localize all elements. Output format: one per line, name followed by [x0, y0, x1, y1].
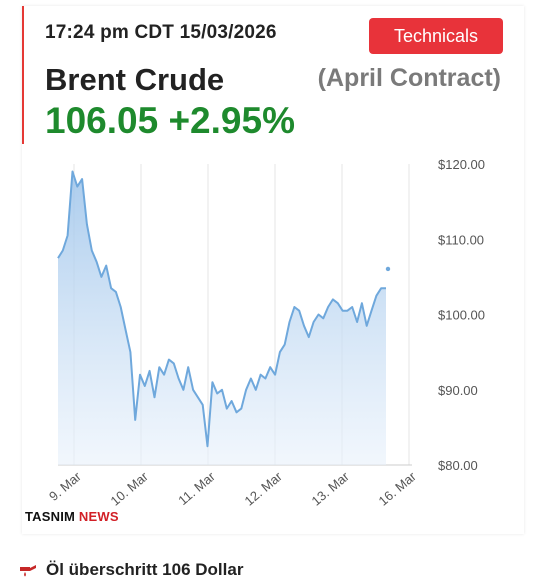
price-line: [57, 170, 386, 448]
headline-text: Öl überschritt 106 Dollar: [46, 560, 244, 579]
x-tick-label: 9. Mar: [46, 468, 84, 504]
last-price-marker: [385, 266, 391, 272]
x-tick-label: 10. Mar: [108, 468, 152, 508]
y-tick-label: $80.00: [438, 458, 478, 473]
y-tick-label: $120.00: [438, 157, 485, 172]
headline-row: Öl überschritt 106 Dollar: [18, 560, 243, 580]
logo-part-tasnim: TASNIM: [25, 509, 76, 524]
technicals-button[interactable]: Technicals: [369, 18, 503, 54]
y-tick-label: $100.00: [438, 308, 485, 323]
card-accent-edge: [22, 6, 24, 144]
contract-label: (April Contract): [317, 64, 501, 92]
y-tick-label: $90.00: [438, 383, 478, 398]
x-tick-label: 16. Mar: [376, 468, 420, 508]
timestamp: 17:24 pm CDT 15/03/2026: [45, 22, 277, 43]
price-change: +2.95%: [168, 100, 295, 141]
x-tick-label: 11. Mar: [175, 468, 218, 508]
price-area: [58, 171, 386, 465]
logo-part-news: NEWS: [78, 509, 119, 524]
tasnim-news-logo: TASNIM NEWS: [25, 509, 119, 524]
instrument-name: Brent Crude: [45, 62, 225, 97]
oil-drip-icon: [20, 565, 36, 577]
x-tick-label: 13. Mar: [309, 468, 353, 508]
price-value: 106.05: [45, 100, 159, 141]
x-tick-label: 12. Mar: [242, 468, 286, 508]
y-tick-label: $110.00: [438, 232, 484, 247]
price-quote: 106.05 +2.95%: [45, 100, 295, 142]
